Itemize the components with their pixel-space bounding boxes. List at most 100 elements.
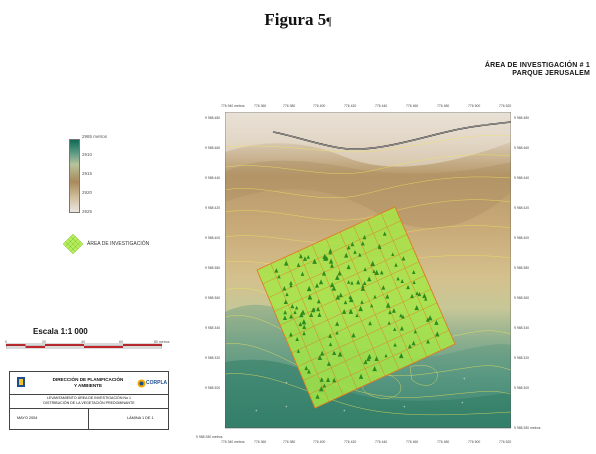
- tree-icon: [301, 319, 307, 325]
- tree-icon: [422, 293, 427, 299]
- tree-icon: [289, 314, 294, 319]
- tree-icon: [385, 294, 390, 299]
- tree-icon: [298, 321, 303, 327]
- tree-icon: [426, 339, 430, 344]
- bottom-coord-6: 776 460: [406, 440, 419, 444]
- tree-icon: [289, 280, 293, 285]
- left-coord-7: 9 988 340: [205, 326, 221, 330]
- topographic-map: + + + + + + +: [225, 112, 511, 429]
- corpla-logo: CORPLA: [137, 378, 167, 389]
- right-coord-9: 9 988 300: [514, 386, 530, 390]
- tree-icon: [335, 330, 339, 335]
- tree-icon: [274, 268, 279, 273]
- tree-icon: [391, 252, 395, 256]
- tree-icon: [387, 321, 391, 325]
- tree-icon: [342, 309, 347, 314]
- tree-icon: [332, 350, 336, 355]
- legend-tick-1: 2910: [82, 152, 93, 157]
- pilcrow-mark: ¶: [326, 14, 332, 28]
- tree-symbols: [274, 231, 440, 399]
- sheet-label: LÁMINA 1 DE 1: [127, 416, 154, 420]
- title-block-footer: MAYO 2004 LÁMINA 1 DE 1: [10, 408, 168, 429]
- bottom-coord-2: 776 380: [283, 440, 296, 444]
- tree-icon: [399, 313, 403, 318]
- tree-icon: [328, 258, 334, 264]
- tree-icon: [384, 353, 388, 358]
- tree-icon: [302, 331, 306, 336]
- scale-label: Escala 1:1 000: [33, 327, 88, 336]
- right-coord-4: 9 988 400: [514, 236, 530, 240]
- tree-icon: [300, 271, 305, 276]
- tree-icon: [344, 252, 349, 258]
- tree-icon: [374, 269, 379, 276]
- tree-icon: [360, 285, 366, 291]
- top-coord-6: 776 460: [406, 104, 419, 108]
- tree-icon: [290, 303, 295, 309]
- tree-icon: [370, 303, 374, 308]
- tree-icon: [399, 326, 404, 331]
- tree-icon: [317, 354, 323, 361]
- svg-text:+: +: [461, 400, 464, 405]
- tree-icon: [319, 377, 324, 382]
- tree-icon: [312, 258, 317, 264]
- tree-icon: [434, 319, 439, 325]
- scale-tick-2: 40: [81, 340, 85, 344]
- left-coord-3: 9 988 420: [205, 206, 221, 210]
- bottom-coord-0: 776 340 metros: [221, 440, 245, 444]
- top-coord-3: 776 400: [313, 104, 326, 108]
- tree-icon: [315, 394, 320, 399]
- scale-tick-1: 20: [42, 340, 46, 344]
- tree-icon: [415, 291, 419, 296]
- corner-coord-bottom-left: 9 988 280 metros: [196, 435, 223, 439]
- tree-icon: [348, 295, 352, 299]
- tree-icon: [289, 283, 293, 288]
- legend-area-label: ÁREA DE INVESTIGACIÓN: [87, 241, 150, 247]
- right-coord-0: 9 988 480: [514, 116, 530, 120]
- bottom-coord-1: 776 360: [254, 440, 267, 444]
- tree-icon: [414, 304, 419, 311]
- title-block: DIRECCIÓN DE PLANIFICACIÓN Y AMBIENTE CO…: [9, 371, 169, 430]
- left-coord-4: 9 988 400: [205, 236, 221, 240]
- right-coord-7: 9 988 340: [514, 326, 530, 330]
- svg-text:+: +: [343, 408, 346, 413]
- tree-icon: [358, 305, 363, 312]
- tree-icon: [363, 359, 368, 365]
- right-coord-3: 9 988 420: [514, 206, 530, 210]
- tree-icon: [372, 365, 377, 372]
- tree-icon: [315, 283, 319, 288]
- tree-icon: [295, 336, 299, 341]
- tree-icon: [312, 307, 316, 311]
- tree-icon: [368, 320, 372, 326]
- tree-icon: [337, 351, 343, 357]
- tree-icon: [335, 294, 341, 300]
- tree-icon: [367, 276, 372, 282]
- tree-icon: [407, 343, 412, 349]
- date-label: MAYO 2004: [17, 416, 38, 420]
- tree-icon: [306, 285, 312, 292]
- tree-icon: [337, 270, 342, 276]
- area-swatch-icon: [63, 234, 83, 254]
- scale-bar: [6, 343, 162, 349]
- right-coord-2: 9 988 440: [514, 176, 530, 180]
- bottom-coord-8: 776 500: [468, 440, 481, 444]
- legend-tick-2: 2915: [82, 171, 93, 176]
- tree-icon: [362, 280, 367, 286]
- tree-icon: [346, 264, 351, 270]
- tree-icon: [406, 284, 410, 290]
- svg-text:+: +: [403, 404, 406, 409]
- tree-icon: [351, 332, 356, 338]
- tree-icon: [318, 385, 324, 392]
- map-frame: [225, 112, 511, 429]
- tree-icon: [309, 312, 314, 317]
- tree-icon: [307, 369, 311, 374]
- tree-icon: [283, 310, 288, 315]
- tree-icon: [304, 365, 309, 371]
- tree-icon: [277, 274, 281, 279]
- top-coord-1: 776 360: [254, 104, 267, 108]
- tree-icon: [347, 280, 351, 284]
- tree-icon: [321, 270, 327, 276]
- tree-icon: [427, 315, 433, 321]
- tree-icon: [391, 308, 396, 313]
- tree-icon: [350, 280, 354, 285]
- tree-icon: [410, 293, 414, 299]
